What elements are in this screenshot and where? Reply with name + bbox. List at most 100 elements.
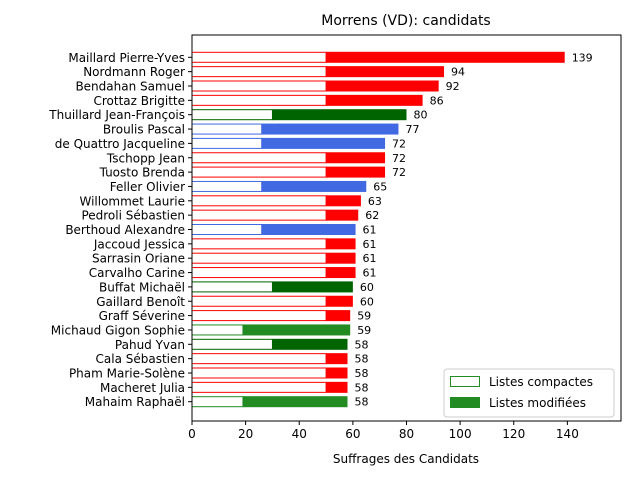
bar-modified-6 [261, 137, 386, 149]
bar-compact-20 [191, 338, 273, 350]
bar-modified-2 [326, 80, 439, 92]
bar-compact-24 [191, 396, 244, 408]
bar-modified-4 [272, 109, 407, 121]
y-tick-label: Pham Marie-Solène [69, 367, 185, 381]
bar-compact-21 [191, 353, 327, 365]
x-axis-label: Suffrages des Candidats [333, 452, 479, 466]
bar-modified-7 [326, 152, 386, 164]
bar-modified-20 [272, 338, 348, 350]
bar-compact-7 [191, 152, 327, 164]
bar-compact-10 [191, 195, 327, 207]
bar-modified-22 [326, 367, 348, 379]
value-label: 72 [392, 166, 406, 179]
bar-modified-17 [326, 295, 353, 307]
x-tick-label: 0 [188, 427, 196, 441]
bar-compact-15 [191, 267, 327, 279]
y-tick-label: Carvalho Carine [89, 266, 185, 280]
bar-compact-11 [191, 209, 327, 221]
bar-compact-14 [191, 252, 327, 264]
bar-modified-15 [326, 267, 356, 279]
value-label: 58 [355, 353, 369, 366]
y-tick-label: Feller Olivier [110, 180, 185, 194]
bar-modified-24 [242, 396, 348, 408]
bar-modified-11 [326, 209, 359, 221]
bar-compact-9 [191, 180, 263, 192]
bar-compact-3 [191, 94, 327, 106]
bar-modified-5 [261, 123, 399, 135]
bar-compact-19 [191, 324, 244, 336]
y-tick-label: Crottaz Brigitte [93, 94, 185, 108]
bar-compact-16 [191, 281, 273, 293]
bar-modified-19 [242, 324, 351, 336]
value-label: 59 [357, 324, 371, 337]
y-tick-label: Michaud Gigon Sophie [51, 323, 185, 337]
x-tick-label: 60 [345, 427, 360, 441]
y-tick-label: Macheret Julia [100, 381, 185, 395]
bar-modified-18 [326, 310, 351, 322]
y-tick-label: Tschopp Jean [106, 151, 185, 165]
value-label: 77 [405, 123, 419, 136]
x-tick-label: 140 [556, 427, 579, 441]
y-tick-label: Nordmann Roger [83, 65, 185, 79]
y-tick-label: Willommet Laurie [79, 194, 185, 208]
x-tick-label: 20 [238, 427, 253, 441]
bar-compact-23 [191, 381, 327, 393]
y-tick-label: Cala Sébastien [96, 352, 185, 366]
value-label: 86 [430, 94, 444, 107]
y-tick-label: Graff Séverine [99, 309, 185, 323]
y-tick-label: Pahud Yvan [115, 338, 185, 352]
value-label: 60 [360, 281, 374, 294]
y-tick-label: Berthoud Alexandre [65, 223, 185, 237]
value-label: 59 [357, 310, 371, 323]
bar-modified-12 [261, 224, 356, 235]
bar-modified-8 [326, 166, 386, 178]
y-tick-label: Sarrasin Oriane [92, 252, 185, 266]
bar-modified-3 [326, 94, 423, 106]
value-label: 60 [360, 295, 374, 308]
value-label: 58 [355, 381, 369, 394]
plot-area: 139 Maillard Pierre-Yves 94 Nordmann Roger 9… [48, 34, 622, 441]
value-label: 80 [414, 109, 428, 122]
legend-box [443, 368, 615, 418]
bar-modified-14 [326, 252, 356, 264]
bar-compact-6 [191, 137, 263, 149]
bar-modified-1 [326, 66, 445, 78]
x-tick-label: 40 [292, 427, 307, 441]
value-label: 63 [368, 195, 382, 208]
legend: Listes compactes Listes modifiées [443, 368, 615, 418]
x-tick-label: 80 [399, 427, 414, 441]
bar-compact-0 [191, 51, 327, 63]
value-label: 58 [355, 396, 369, 409]
value-label: 58 [355, 367, 369, 380]
y-tick-label: Mahaim Raphaël [85, 395, 185, 409]
bar-compact-22 [191, 367, 327, 379]
y-tick-label: Buffat Michaël [99, 280, 185, 294]
bar-compact-8 [191, 166, 327, 178]
y-tick-label: Thuillard Jean-François [48, 108, 185, 122]
bar-modified-21 [326, 353, 348, 365]
y-tick-label: Pedroli Sébastien [81, 209, 185, 223]
bar-modified-23 [326, 381, 348, 393]
y-tick-label: Broulis Pascal [103, 123, 185, 137]
x-tick-label: 120 [502, 427, 525, 441]
value-label: 72 [392, 152, 406, 165]
bar-compact-18 [191, 310, 327, 322]
value-label: 92 [446, 80, 460, 93]
value-label: 94 [451, 66, 465, 79]
legend-swatch [450, 376, 480, 387]
y-tick-label: de Quattro Jacqueline [55, 137, 185, 151]
chart-title: Morrens (VD): candidats [321, 13, 490, 29]
bar-modified-10 [326, 195, 361, 207]
bar-compact-5 [191, 123, 263, 135]
bar-compact-4 [191, 109, 273, 121]
bar-modified-9 [261, 180, 367, 192]
y-tick-label: Bendahan Samuel [75, 80, 185, 94]
y-tick-label: Gaillard Benoît [96, 295, 185, 309]
bar-compact-12 [191, 224, 263, 235]
value-label: 139 [572, 51, 593, 64]
value-label: 65 [373, 180, 387, 193]
y-tick-label: Tuosto Brenda [99, 166, 185, 180]
bar-compact-17 [191, 295, 327, 307]
value-label: 61 [363, 224, 377, 237]
